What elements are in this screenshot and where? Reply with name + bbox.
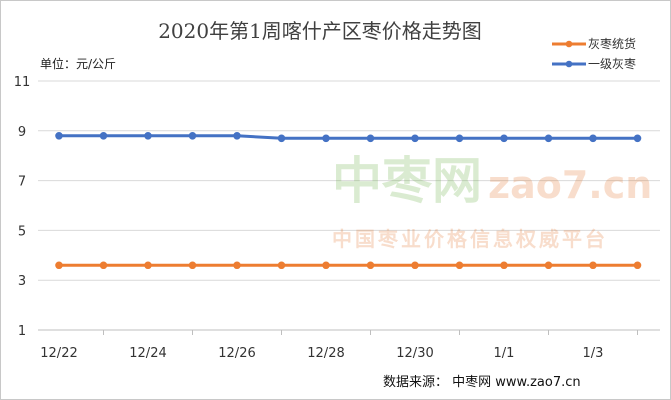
legend-item-2: 一级灰枣 bbox=[552, 57, 636, 71]
data-point bbox=[500, 134, 508, 143]
data-point bbox=[589, 261, 597, 270]
grid-lines bbox=[38, 80, 660, 331]
data-point bbox=[589, 134, 597, 143]
x-tick-label: 12/26 bbox=[218, 346, 255, 361]
y-tick-label: 5 bbox=[18, 224, 26, 239]
legend-label: 一级灰枣 bbox=[588, 57, 636, 71]
data-point bbox=[233, 131, 241, 140]
x-tick-label: 12/24 bbox=[129, 346, 166, 361]
chart-title: 2020年第1周喀什产区枣价格走势图 bbox=[158, 19, 482, 43]
watermark: 中枣网 zao7.cn 中国枣业价格信息权威平台 bbox=[332, 152, 652, 251]
legend-item-1: 灰枣统货 bbox=[552, 36, 636, 51]
data-point bbox=[188, 261, 197, 270]
data-point bbox=[411, 134, 419, 143]
x-tick-label: 12/28 bbox=[307, 346, 344, 361]
data-point bbox=[55, 261, 63, 270]
data-point bbox=[366, 134, 375, 143]
data-point bbox=[633, 261, 642, 270]
y-axis-ticks: 1 3 5 7 9 11 bbox=[14, 75, 31, 339]
data-point bbox=[277, 261, 286, 270]
series-group bbox=[55, 131, 642, 270]
watermark-domain: zao7.cn bbox=[488, 163, 652, 207]
x-tick-label: 1/3 bbox=[583, 346, 604, 361]
y-tick-label: 9 bbox=[18, 125, 26, 140]
data-point bbox=[633, 134, 642, 143]
watermark-brand: 中枣网 bbox=[332, 152, 482, 210]
y-tick-label: 7 bbox=[18, 175, 26, 190]
y-tick-label: 1 bbox=[18, 324, 26, 339]
data-point bbox=[99, 261, 108, 270]
x-tick-label: 1/1 bbox=[494, 346, 515, 361]
data-point bbox=[55, 131, 63, 140]
data-point bbox=[366, 261, 375, 270]
series-2 bbox=[55, 131, 642, 143]
data-point bbox=[544, 134, 553, 143]
unit-label: 单位：元/公斤 bbox=[40, 56, 116, 71]
series-1 bbox=[55, 261, 642, 270]
y-tick-label: 11 bbox=[14, 75, 31, 90]
legend-label: 灰枣统货 bbox=[588, 36, 636, 51]
watermark-slogan: 中国枣业价格信息权威平台 bbox=[332, 227, 608, 251]
data-point bbox=[144, 131, 152, 140]
legend-swatch-marker bbox=[565, 40, 573, 48]
data-point bbox=[411, 261, 419, 270]
data-point bbox=[544, 261, 553, 270]
data-point bbox=[233, 261, 241, 270]
data-point bbox=[455, 134, 464, 143]
source-text: 数据来源： 中枣网 www.zao7.cn bbox=[383, 375, 581, 390]
data-point bbox=[455, 261, 464, 270]
data-point bbox=[188, 131, 197, 140]
y-tick-label: 3 bbox=[18, 274, 26, 289]
legend-swatch-marker bbox=[565, 60, 573, 68]
x-axis-ticks: 12/22 12/24 12/26 12/28 12/30 1/1 1/3 bbox=[40, 330, 638, 361]
series-line bbox=[59, 134, 638, 140]
data-point bbox=[144, 261, 152, 270]
data-point bbox=[322, 261, 330, 270]
x-tick-label: 12/30 bbox=[396, 346, 433, 361]
data-point bbox=[500, 261, 508, 270]
x-tick-label: 12/22 bbox=[40, 346, 77, 361]
data-point bbox=[322, 134, 330, 143]
data-point bbox=[99, 131, 108, 140]
data-point bbox=[277, 134, 286, 143]
